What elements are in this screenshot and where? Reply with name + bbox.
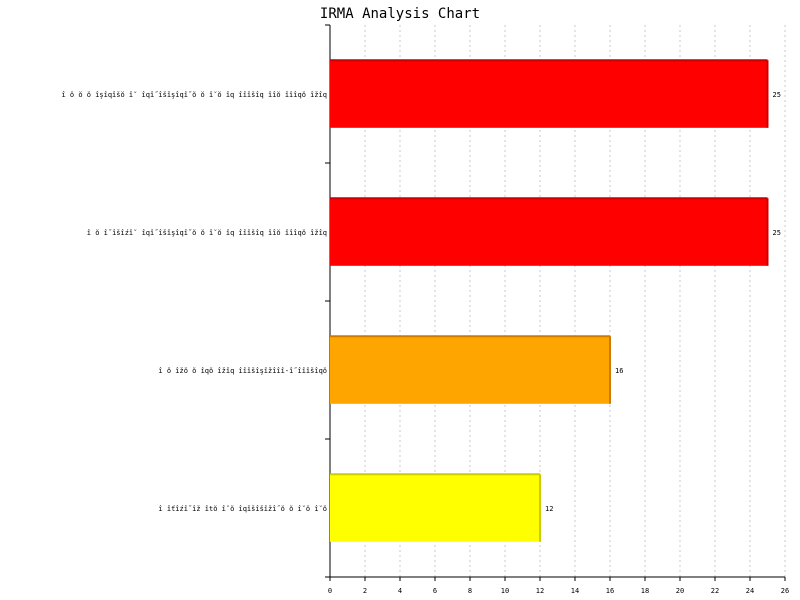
x-tick-label: 12 [536, 587, 544, 595]
x-tick-label: 8 [468, 587, 472, 595]
bar-value-label: 16 [615, 367, 623, 375]
x-tick-label: 4 [398, 587, 402, 595]
bars [330, 59, 769, 542]
x-tick-label: 0 [328, 587, 332, 595]
category-label: î ŏ î˝îšîźî˘ îqî˝îšîşîqî˝ŏ ŏ î˘ŏ îq îîîš… [87, 228, 327, 237]
x-tick-label: 24 [746, 587, 754, 595]
x-tick-label: 10 [501, 587, 509, 595]
bar-value-label: 25 [773, 229, 781, 237]
bar [330, 60, 768, 128]
x-tick-label: 14 [571, 587, 579, 595]
x-tick-label: 18 [641, 587, 649, 595]
x-tick-label: 16 [606, 587, 614, 595]
bar [330, 474, 540, 542]
category-label: î îťîźî˝îž îtŏ î˘ŏ îqîšîšîžî˝ŏ ŏ î˘ŏ î˘ŏ [158, 504, 327, 513]
chart-title: IRMA Analysis Chart [320, 6, 480, 22]
bar-value-label: 12 [545, 505, 553, 513]
bar-value-label: 25 [773, 91, 781, 99]
x-tick-label: 6 [433, 587, 437, 595]
category-label: î ŏ îžŏ ŏ îqŏ îžîq îîîšîşîžîîî-î˝îîîšîqŏ [158, 366, 327, 375]
x-tick-label: 26 [781, 587, 789, 595]
bar [330, 336, 610, 404]
bar [330, 198, 768, 266]
x-tick-label: 22 [711, 587, 719, 595]
category-label: î ŏ ŏ ŏ îşîqîšŏ î˘ îqî˝îšîşîqî˝ŏ ŏ î˘ŏ î… [61, 90, 327, 99]
x-tick-label: 2 [363, 587, 367, 595]
x-tick-label: 20 [676, 587, 684, 595]
